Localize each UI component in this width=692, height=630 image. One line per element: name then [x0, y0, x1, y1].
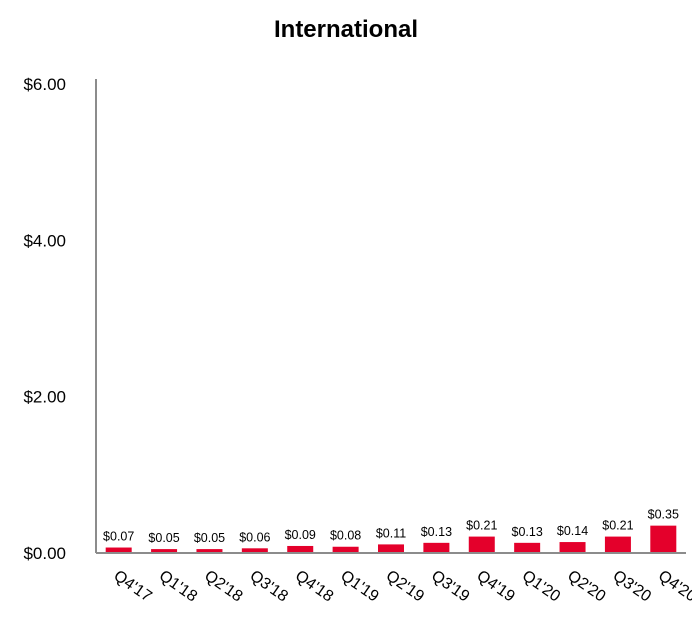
- data-label: $0.09: [285, 528, 316, 542]
- x-tick-label: Q2'20: [564, 567, 608, 605]
- bars-group: [105, 525, 677, 553]
- bar: [604, 536, 631, 553]
- bar: [105, 547, 132, 553]
- data-label: $0.05: [148, 531, 179, 545]
- x-axis-ticks: Q4'17 Q1'18 Q2'18 Q3'18 Q4'18 Q1'19 Q2'19 Q3'19…: [110, 567, 692, 605]
- y-tick-label: $6.00: [23, 75, 66, 94]
- data-label: $0.07: [103, 530, 134, 544]
- bar: [332, 546, 359, 553]
- x-tick-label: Q1'18: [156, 567, 200, 605]
- bar: [196, 549, 223, 553]
- y-axis-ticks: $0.00 $2.00 $4.00 $6.00: [23, 75, 66, 563]
- data-label: $0.13: [512, 525, 543, 539]
- bar: [514, 542, 541, 553]
- x-tick-label: Q4'18: [292, 567, 336, 605]
- bar: [559, 542, 586, 553]
- bar: [241, 548, 268, 553]
- x-tick-label: Q2'19: [383, 567, 427, 605]
- data-label: $0.14: [557, 524, 588, 538]
- y-tick-label: $4.00: [23, 231, 66, 250]
- bar: [423, 542, 450, 553]
- y-tick-label: $0.00: [23, 544, 66, 563]
- bar: [650, 525, 677, 553]
- x-tick-label: Q4'17: [110, 567, 154, 605]
- data-labels-group: $0.07 $0.05 $0.05 $0.06 $0.09 $0.08 $0.11 $0.13…: [103, 508, 679, 545]
- data-label: $0.13: [421, 525, 452, 539]
- x-tick-label: Q1'20: [519, 567, 563, 605]
- x-tick-label: Q4'19: [473, 567, 517, 605]
- x-tick-label: Q3'20: [610, 567, 654, 605]
- x-tick-label: Q3'19: [428, 567, 472, 605]
- data-label: $0.08: [330, 529, 361, 543]
- x-tick-label: Q4'20: [655, 567, 692, 605]
- data-label: $0.21: [602, 519, 633, 533]
- data-label: $0.11: [376, 526, 406, 540]
- data-label: $0.06: [239, 530, 270, 544]
- y-tick-label: $2.00: [23, 388, 66, 407]
- bar: [287, 545, 314, 553]
- bar: [468, 536, 495, 553]
- x-tick-label: Q3'18: [247, 567, 291, 605]
- chart-title: International: [273, 16, 418, 43]
- bar: [378, 544, 404, 553]
- bar: [151, 549, 178, 553]
- data-label: $0.05: [194, 531, 225, 545]
- data-label: $0.21: [466, 519, 497, 533]
- data-label: $0.35: [648, 508, 679, 522]
- x-tick-label: Q1'19: [337, 567, 381, 605]
- x-tick-label: Q2'18: [201, 567, 245, 605]
